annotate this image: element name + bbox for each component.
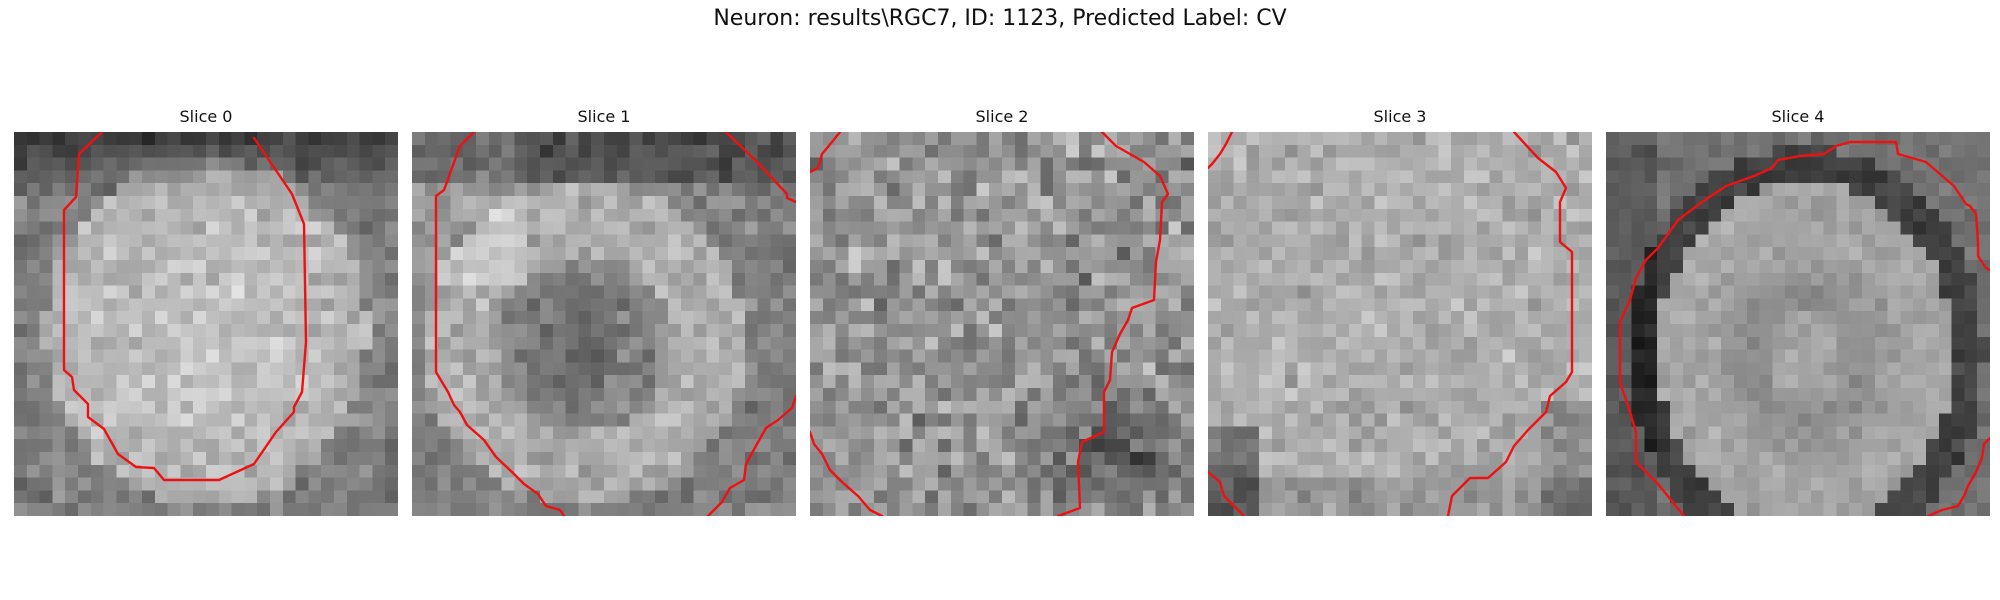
contour-line [62,132,308,482]
slice-panel-3: Slice 3 [1208,107,1592,516]
contour-overlay [1618,140,1990,516]
contour-overlay [62,132,308,482]
contour-line [706,394,796,516]
contour-line [1056,132,1170,516]
slice-image [412,132,796,516]
slice-image [1208,132,1592,516]
contour-overlay [1208,132,1574,516]
slice-panel-2: Slice 2 [810,107,1194,516]
slice-image [810,132,1194,516]
contour-line [810,132,842,174]
contour-line [1446,132,1574,516]
contour-line [1208,470,1246,516]
slice-panel-0: Slice 0 [14,107,398,516]
slice-title: Slice 1 [577,107,631,126]
contour-line [810,430,884,516]
contour-line [434,132,566,516]
contour-line [1208,132,1234,170]
contour-line [1618,140,1990,516]
contour-overlay [810,132,1170,516]
figure-title: Neuron: results\RGC7, ID: 1123, Predicte… [713,6,1287,31]
slice-title: Slice 0 [179,107,233,126]
slice-title: Slice 2 [975,107,1029,126]
contour-line [1926,436,1990,516]
slice-image [1606,132,1990,516]
slice-title: Slice 3 [1373,107,1427,126]
contour-overlay [434,132,796,516]
contour-line [724,132,796,204]
slice-title: Slice 4 [1771,107,1825,126]
slice-panel-4: Slice 4 [1606,107,1990,516]
slice-panel-1: Slice 1 [412,107,796,516]
slice-image [14,132,398,516]
